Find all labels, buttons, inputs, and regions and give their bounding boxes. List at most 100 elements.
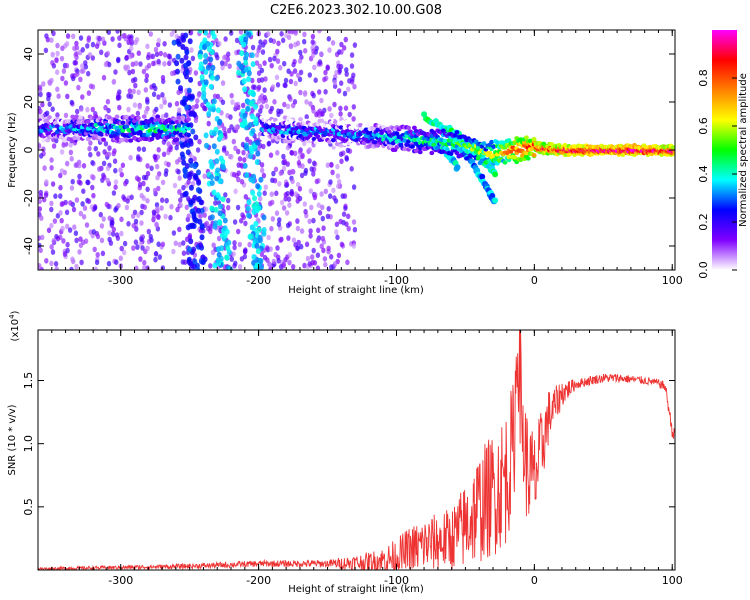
heatmap-cell	[111, 226, 117, 233]
heatmap-cell	[154, 51, 160, 58]
heatmap-cell	[342, 193, 348, 199]
heatmap-marks	[38, 30, 675, 270]
heatmap-cell	[139, 192, 144, 199]
heatmap-cell	[247, 121, 253, 128]
heatmap-cell	[128, 154, 133, 161]
heatmap-cell	[235, 204, 241, 211]
heatmap-cell	[162, 52, 168, 58]
heatmap-cell	[351, 219, 357, 225]
heatmap-cell	[342, 45, 347, 51]
heatmap-cell	[191, 246, 197, 253]
heatmap-cell	[304, 114, 309, 120]
heatmap-cell	[201, 86, 206, 93]
x-tick-label: 0	[531, 574, 538, 587]
heatmap-cell	[186, 246, 192, 253]
heatmap-cell	[213, 220, 219, 227]
heatmap-cell	[65, 93, 70, 100]
heatmap-cell	[214, 158, 220, 165]
heatmap-cell	[64, 223, 70, 230]
heatmap-cell	[270, 216, 275, 222]
heatmap-cell	[80, 201, 85, 207]
x-tick-label: -300	[108, 574, 133, 587]
heatmap-cell	[261, 214, 267, 221]
heatmap-cell	[119, 171, 125, 178]
heatmap-cell	[47, 115, 52, 120]
heatmap-cell	[88, 83, 94, 89]
heatmap-cell	[194, 217, 199, 224]
heatmap-cell	[187, 260, 193, 267]
heatmap-cell	[233, 188, 238, 195]
heatmap-cell	[186, 171, 192, 178]
heatmap-cell	[284, 120, 290, 126]
heatmap-cell	[131, 88, 136, 95]
heatmap-cell	[243, 59, 249, 66]
heatmap-cell	[314, 111, 319, 118]
heatmap-cell	[168, 146, 173, 153]
heatmap-cell	[246, 212, 252, 219]
heatmap-cell	[100, 36, 106, 43]
heatmap-cell	[134, 60, 139, 67]
heatmap-cell	[489, 139, 494, 145]
heatmap-cell	[491, 144, 496, 149]
heatmap-cell	[195, 98, 200, 104]
heatmap-cell	[227, 63, 232, 69]
heatmap-cell	[319, 97, 324, 104]
heatmap-cell	[454, 150, 460, 156]
heatmap-cell	[190, 128, 196, 135]
heatmap-cell	[672, 150, 675, 155]
heatmap-cell	[38, 84, 43, 91]
heatmap-cell	[251, 209, 257, 215]
heatmap-cell	[114, 114, 120, 119]
heatmap-cell	[186, 132, 192, 138]
heatmap-cell	[206, 110, 212, 117]
heatmap-cell	[127, 69, 132, 76]
heatmap-cell	[58, 172, 63, 179]
heatmap-cell	[86, 37, 91, 43]
heatmap-cell	[152, 187, 158, 194]
heatmap-cell	[91, 229, 97, 235]
heatmap-cell	[241, 149, 246, 156]
heatmap-cell	[276, 125, 282, 131]
heatmap-cell	[203, 132, 209, 139]
heatmap-cell	[336, 183, 341, 189]
heatmap-cell	[316, 202, 321, 208]
heatmap-cell	[259, 251, 265, 258]
heatmap-cell	[271, 170, 276, 177]
heatmap-cell	[101, 160, 107, 167]
heatmap-cell	[237, 241, 242, 248]
heatmap-cell	[105, 50, 111, 57]
heatmap-cell	[222, 217, 228, 224]
heatmap-cell	[296, 160, 302, 166]
heatmap-cell	[55, 86, 60, 93]
heatmap-cell	[58, 193, 63, 199]
heatmap-cell	[54, 266, 59, 270]
heatmap-cell	[254, 52, 260, 58]
heatmap-cell	[297, 149, 303, 155]
heatmap-cell	[229, 92, 234, 99]
heatmap-cell	[231, 171, 237, 178]
heatmap-cell	[276, 40, 281, 47]
heatmap-cell	[177, 175, 182, 181]
heatmap-cell	[52, 218, 58, 224]
heatmap-cell	[255, 183, 261, 190]
heatmap-cell	[262, 254, 268, 261]
heatmap-cell	[80, 47, 86, 53]
heatmap-cell	[139, 220, 144, 226]
heatmap-cell	[192, 258, 198, 265]
heatmap-cell	[118, 167, 123, 173]
heatmap-cell	[295, 218, 300, 224]
heatmap-cell	[512, 140, 518, 146]
heatmap-cell	[107, 115, 112, 120]
heatmap-cell	[196, 169, 201, 176]
heatmap-cell	[229, 153, 234, 160]
colorbar-tick-label: 0.8	[697, 69, 710, 87]
heatmap-cell	[329, 112, 334, 119]
heatmap-cell	[217, 118, 223, 125]
heatmap-cell	[267, 56, 273, 63]
heatmap-cell	[268, 37, 273, 44]
heatmap-cell	[236, 228, 241, 235]
heatmap-cell	[124, 138, 130, 143]
heatmap-cell	[149, 136, 155, 142]
heatmap-cell	[365, 122, 371, 127]
heatmap-cell	[188, 76, 194, 83]
